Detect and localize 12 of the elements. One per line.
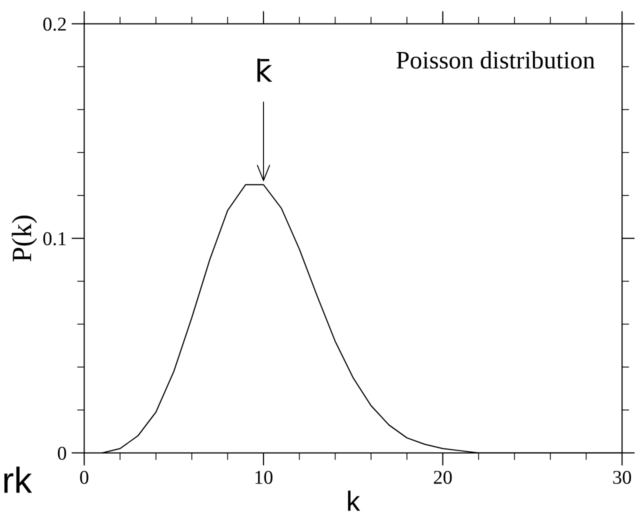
annotation: k̄ — [257, 58, 272, 82]
y-axis-title: P(k) — [12, 216, 37, 262]
x-tick-label: 10 — [255, 470, 272, 484]
x-axis-title: k — [348, 490, 360, 511]
x-tick-label: 0 — [80, 470, 88, 484]
y-tick-label: 0 — [58, 446, 66, 460]
x-tick-label: 30 — [613, 470, 632, 484]
text: rk — [4, 466, 32, 493]
y-tick-label: 0.1 — [43, 232, 66, 246]
y-tick-label: 0.2 — [43, 18, 66, 31]
annotation: Poisson distribution — [396, 51, 595, 69]
x-tick-label: 20 — [434, 470, 452, 484]
